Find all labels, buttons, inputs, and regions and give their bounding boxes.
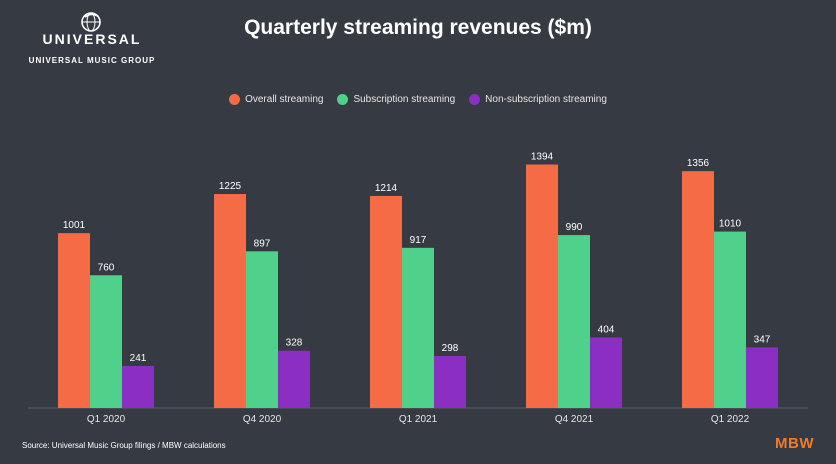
bar-overall-q1-2020 <box>58 233 90 408</box>
data-label: 241 <box>130 353 147 364</box>
legend-label-overall: Overall streaming <box>245 94 324 105</box>
chart-title: Quarterly streaming revenues ($m) <box>244 16 592 39</box>
bar-non-subscription-q1-2020 <box>122 365 154 408</box>
universal-logo: UNIVERSAL UNIVERSAL MUSIC GROUP <box>22 10 162 68</box>
x-tick-label: Q1 2021 <box>399 414 438 425</box>
bar-overall-q1-2021 <box>370 195 402 408</box>
legend-swatch-subscription <box>337 94 349 105</box>
data-label: 1214 <box>375 183 398 194</box>
legend-item-non-subscription: Non-subscription streaming <box>469 94 607 105</box>
data-label: 917 <box>410 235 427 246</box>
legend-item-subscription: Subscription streaming <box>337 94 455 105</box>
data-label: 897 <box>254 238 271 249</box>
legend-swatch-overall <box>229 94 241 105</box>
globe-icon <box>81 12 101 32</box>
data-label: 1010 <box>719 219 742 230</box>
bar-overall-q4-2021 <box>526 164 558 408</box>
legend-label-subscription: Subscription streaming <box>353 94 456 105</box>
legend-item-overall: Overall streaming <box>229 94 323 105</box>
data-label: 404 <box>598 324 615 335</box>
mbw-logo: MBW <box>775 435 814 452</box>
legend-label-non-subscription: Non-subscription streaming <box>485 94 607 105</box>
bar-non-subscription-q4-2020 <box>278 350 310 408</box>
bar-subscription-q1-2021 <box>402 247 434 408</box>
data-label: 298 <box>442 343 459 354</box>
source-note: Source: Universal Music Group filings / … <box>22 441 226 450</box>
bar-non-subscription-q4-2021 <box>590 337 622 408</box>
x-tick-label: Q4 2020 <box>243 414 282 425</box>
bar-overall-q4-2020 <box>214 194 246 408</box>
bar-non-subscription-q1-2022 <box>746 347 778 408</box>
data-label: 990 <box>566 222 583 233</box>
x-tick-label: Q1 2022 <box>711 414 750 425</box>
logo-subtitle: UNIVERSAL MUSIC GROUP <box>28 56 156 65</box>
data-label: 1001 <box>63 220 86 231</box>
bar-overall-q1-2022 <box>682 171 714 408</box>
bar-subscription-q4-2021 <box>558 235 590 408</box>
bar-subscription-q1-2020 <box>90 275 122 408</box>
data-label: 1225 <box>219 181 242 192</box>
data-label: 328 <box>286 338 303 349</box>
logo-wordmark: UNIVERSAL <box>42 31 142 47</box>
x-tick-label: Q1 2020 <box>87 414 126 425</box>
bar-subscription-q4-2020 <box>246 251 278 408</box>
data-label: 760 <box>98 262 115 273</box>
data-label: 1394 <box>531 152 554 163</box>
legend-swatch-non-subscription <box>469 94 481 105</box>
data-label: 347 <box>754 334 771 345</box>
bar-non-subscription-q1-2021 <box>434 355 466 408</box>
x-tick-label: Q4 2021 <box>555 414 594 425</box>
bar-subscription-q1-2022 <box>714 231 746 408</box>
chart-legend: Overall streaming Subscription streaming… <box>0 94 836 105</box>
data-label: 1356 <box>687 158 710 169</box>
